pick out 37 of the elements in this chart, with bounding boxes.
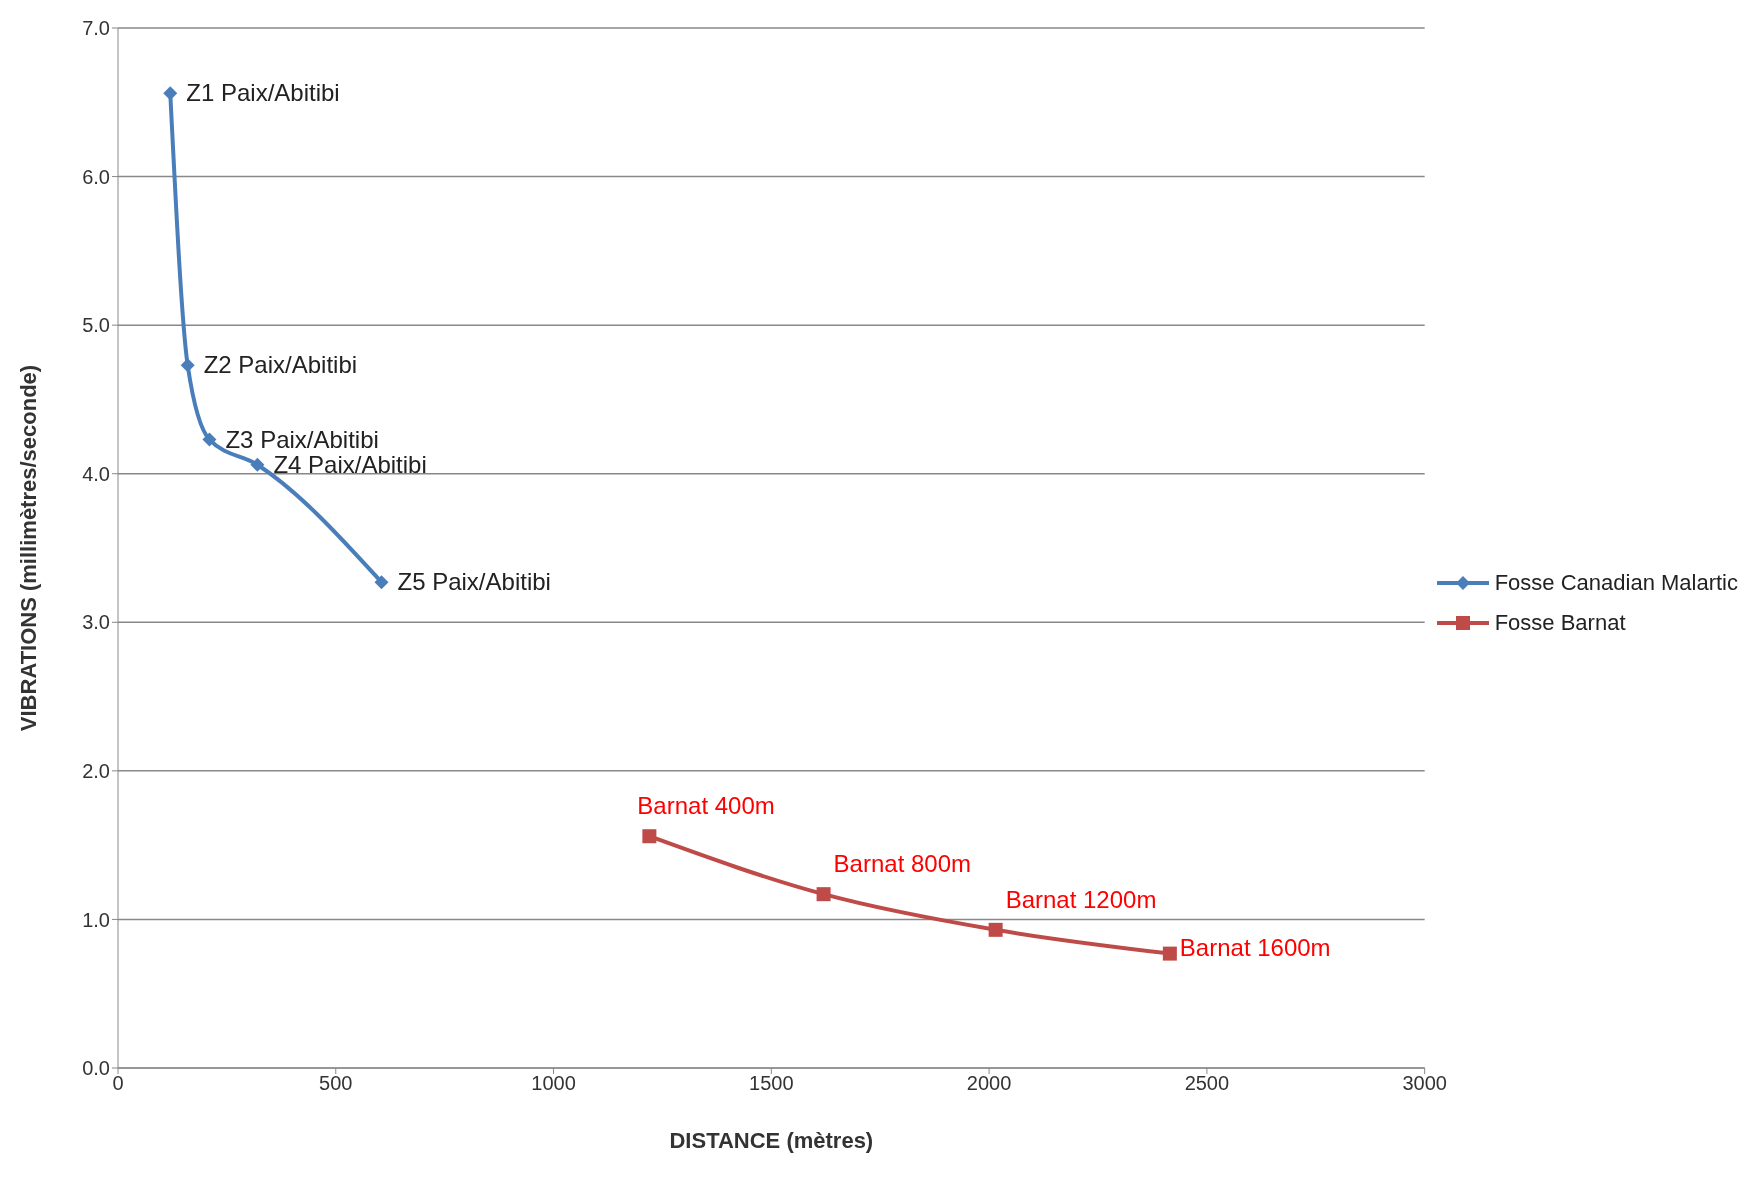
x-tick-label: 2500 — [1184, 1072, 1230, 1095]
data-label: Barnat 1200m — [1005, 885, 1157, 913]
y-tick-label: 0.0 — [82, 1057, 110, 1080]
point — [816, 887, 831, 902]
point — [202, 432, 217, 447]
point — [988, 922, 1003, 937]
point — [163, 86, 178, 101]
x-axis-title: DISTANCE (mètres) — [669, 1128, 874, 1153]
y-tick-label: 3.0 — [82, 611, 110, 634]
point — [642, 829, 657, 844]
x-tick-label: 1500 — [749, 1072, 794, 1095]
x-tick-label: 3000 — [1402, 1072, 1447, 1095]
legend-label: Fosse Barnat — [1494, 610, 1626, 636]
y-tick-label: 2.0 — [82, 759, 110, 782]
point — [250, 457, 265, 472]
x-tick-label: 0 — [112, 1072, 124, 1095]
legend-label: Fosse Canadian Malartic — [1494, 570, 1738, 596]
y-tick-label: 1.0 — [82, 908, 110, 931]
data-label: Z3 Paix/Abitibi — [225, 425, 379, 453]
data-label: Z1 Paix/Abitibi — [186, 79, 340, 107]
y-tick-label: 4.0 — [82, 462, 110, 485]
x-tick-label: 500 — [319, 1072, 353, 1095]
data-label: Z2 Paix/Abitibi — [203, 351, 358, 379]
point — [374, 575, 389, 590]
data-label: Barnat 800m — [833, 850, 972, 878]
data-label: Z5 Paix/Abitibi — [397, 568, 551, 596]
y-axis-title: VIBRATIONS (millimètres/seconde) — [15, 364, 41, 732]
x-tick-label: 2000 — [966, 1072, 1012, 1095]
point — [180, 358, 195, 373]
x-tick-label: 1000 — [531, 1072, 576, 1095]
y-tick-label: 6.0 — [82, 165, 110, 188]
data-label: Z4 Paix/Abitibi — [273, 450, 427, 478]
y-tick-label: 7.0 — [82, 17, 110, 40]
data-label: Barnat 400m — [637, 792, 775, 820]
data-label: Barnat 1600m — [1179, 933, 1331, 961]
y-tick-label: 5.0 — [82, 314, 110, 337]
point — [1162, 946, 1177, 961]
